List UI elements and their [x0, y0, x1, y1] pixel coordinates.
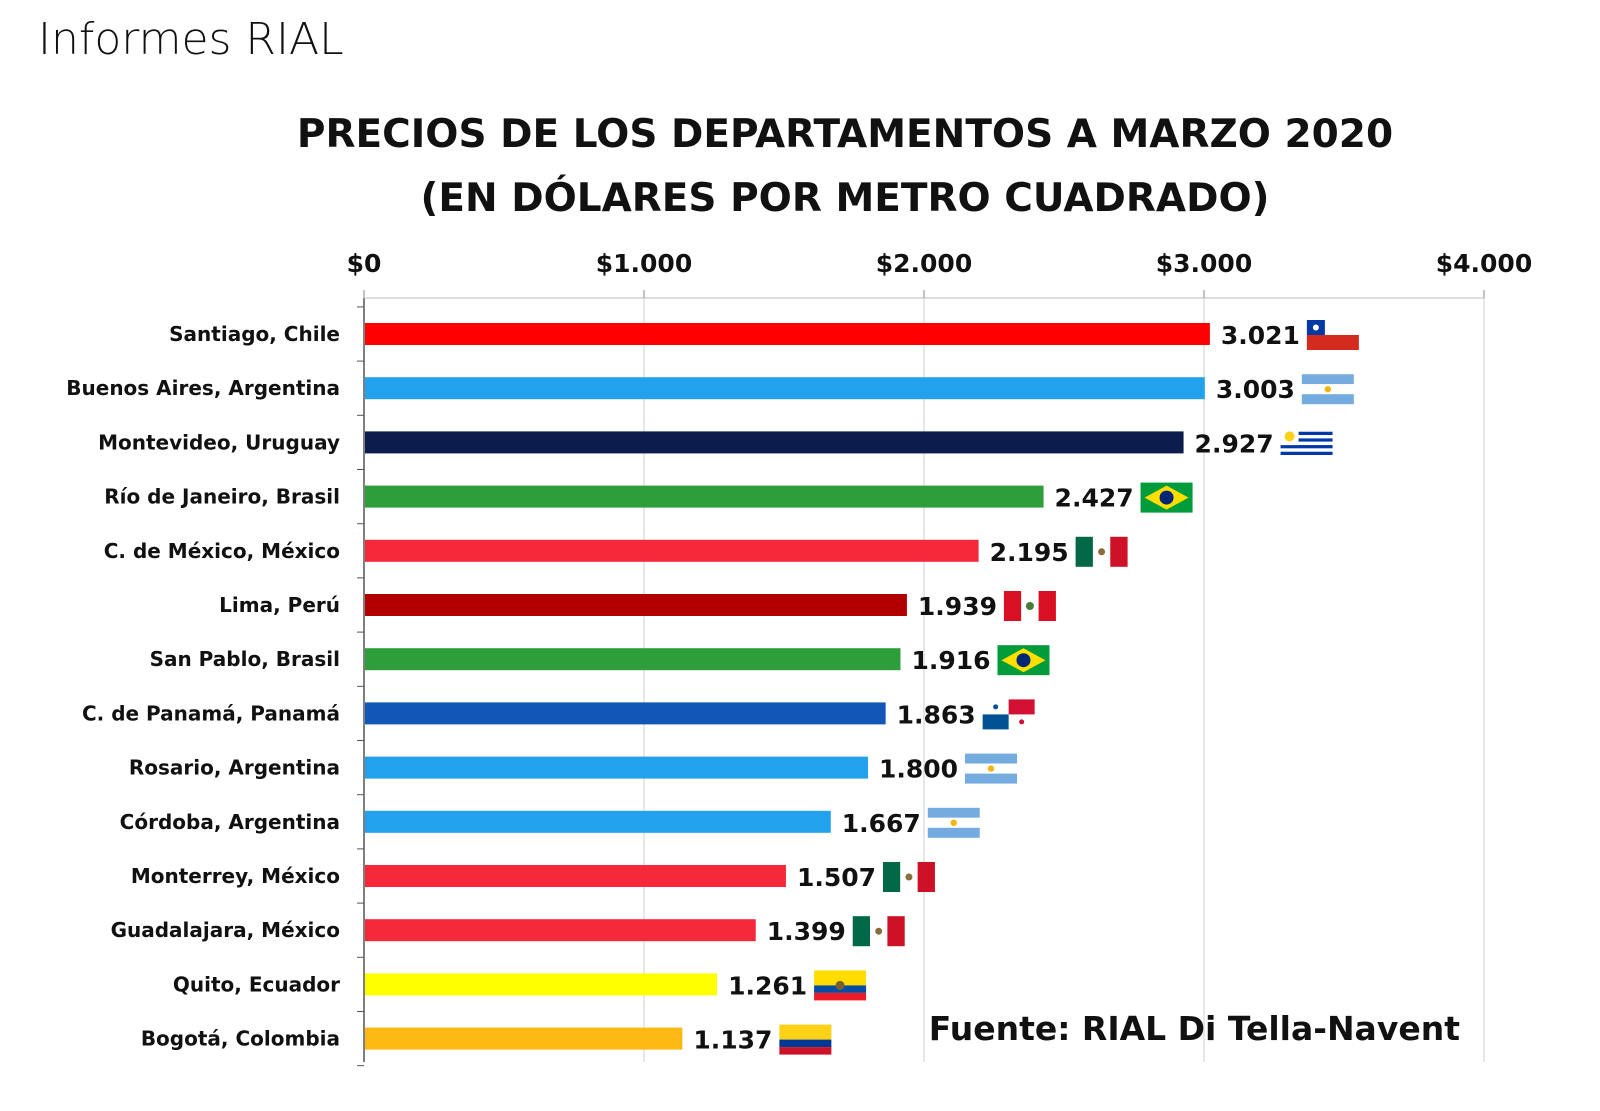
- category-label: Guadalajara, México: [111, 918, 340, 942]
- category-label: Rosario, Argentina: [129, 756, 340, 780]
- bar: [365, 756, 868, 779]
- bar: [365, 485, 1044, 508]
- data-label: 3.021: [1221, 321, 1300, 350]
- argentina-flag-icon: [927, 807, 980, 838]
- x-tick-label: $4.000: [1436, 249, 1532, 278]
- category-label: Río de Janeiro, Brasil: [104, 485, 340, 509]
- data-label: 2.927: [1195, 429, 1274, 458]
- bar: [365, 865, 786, 887]
- x-tick-label: $2.000: [876, 249, 972, 278]
- argentina-flag-icon: [965, 753, 1017, 784]
- data-label: 1.916: [911, 646, 990, 675]
- source-annotation: Fuente: RIAL Di Tella-Navent: [929, 1009, 1460, 1048]
- data-label: 1.399: [767, 917, 846, 946]
- x-tick-label: $3.000: [1156, 249, 1252, 278]
- data-label: 1.800: [879, 755, 958, 784]
- category-label: Quito, Ecuador: [173, 972, 340, 996]
- category-label: C. de Panamá, Panamá: [82, 701, 340, 725]
- bar: [365, 431, 1184, 454]
- mexico-flag-icon: [852, 916, 905, 947]
- data-label: 1.939: [918, 592, 997, 621]
- category-label: Bogotá, Colombia: [141, 1027, 340, 1051]
- bar: [365, 539, 979, 562]
- brazil-flag-icon: [997, 645, 1050, 676]
- bar: [365, 377, 1205, 400]
- peru-flag-icon: [1003, 591, 1056, 621]
- brand-title: Informes RIAL: [38, 14, 344, 65]
- data-label: 2.427: [1055, 484, 1134, 513]
- data-label: 1.863: [897, 700, 976, 729]
- category-label: Lima, Perú: [219, 593, 340, 617]
- bar: [365, 810, 831, 833]
- bar: [365, 323, 1210, 345]
- category-label: Santiago, Chile: [169, 322, 340, 346]
- x-tick-label: $1.000: [596, 249, 692, 278]
- bar: [365, 594, 907, 616]
- category-label: San Pablo, Brasil: [150, 647, 340, 671]
- category-label: C. de México, México: [104, 539, 340, 563]
- category-label: Córdoba, Argentina: [120, 810, 340, 834]
- mexico-flag-icon: [1075, 536, 1128, 567]
- bar: [365, 702, 886, 725]
- x-tick-label: $0: [347, 249, 382, 278]
- brazil-flag-icon: [1140, 482, 1193, 513]
- data-label: 3.003: [1216, 375, 1295, 404]
- category-label: Montevideo, Uruguay: [98, 430, 340, 454]
- panama-flag-icon: [982, 699, 1035, 730]
- category-label: Buenos Aires, Argentina: [66, 376, 340, 400]
- bar: [365, 648, 901, 671]
- bar: [365, 973, 718, 996]
- mexico-flag-icon: [882, 862, 935, 892]
- colombia-flag-icon: [779, 1024, 832, 1055]
- data-label: 2.195: [990, 538, 1069, 567]
- category-label: Monterrey, México: [131, 864, 340, 888]
- ecuador-flag-icon: [814, 970, 867, 1001]
- data-label: 1.667: [842, 809, 921, 838]
- bar: [365, 1027, 683, 1050]
- data-label: 1.507: [797, 863, 876, 892]
- bar: [365, 919, 756, 942]
- data-label: 1.137: [693, 1026, 772, 1055]
- chart-subtitle: (EN DÓLARES POR METRO CUADRADO): [420, 176, 1270, 221]
- argentina-flag-icon: [1301, 374, 1354, 405]
- uruguay-flag-icon: [1280, 428, 1333, 459]
- data-label: 1.261: [728, 971, 807, 1000]
- chile-flag-icon: [1306, 320, 1359, 350]
- chart-title: PRECIOS DE LOS DEPARTAMENTOS A MARZO 202…: [296, 112, 1394, 157]
